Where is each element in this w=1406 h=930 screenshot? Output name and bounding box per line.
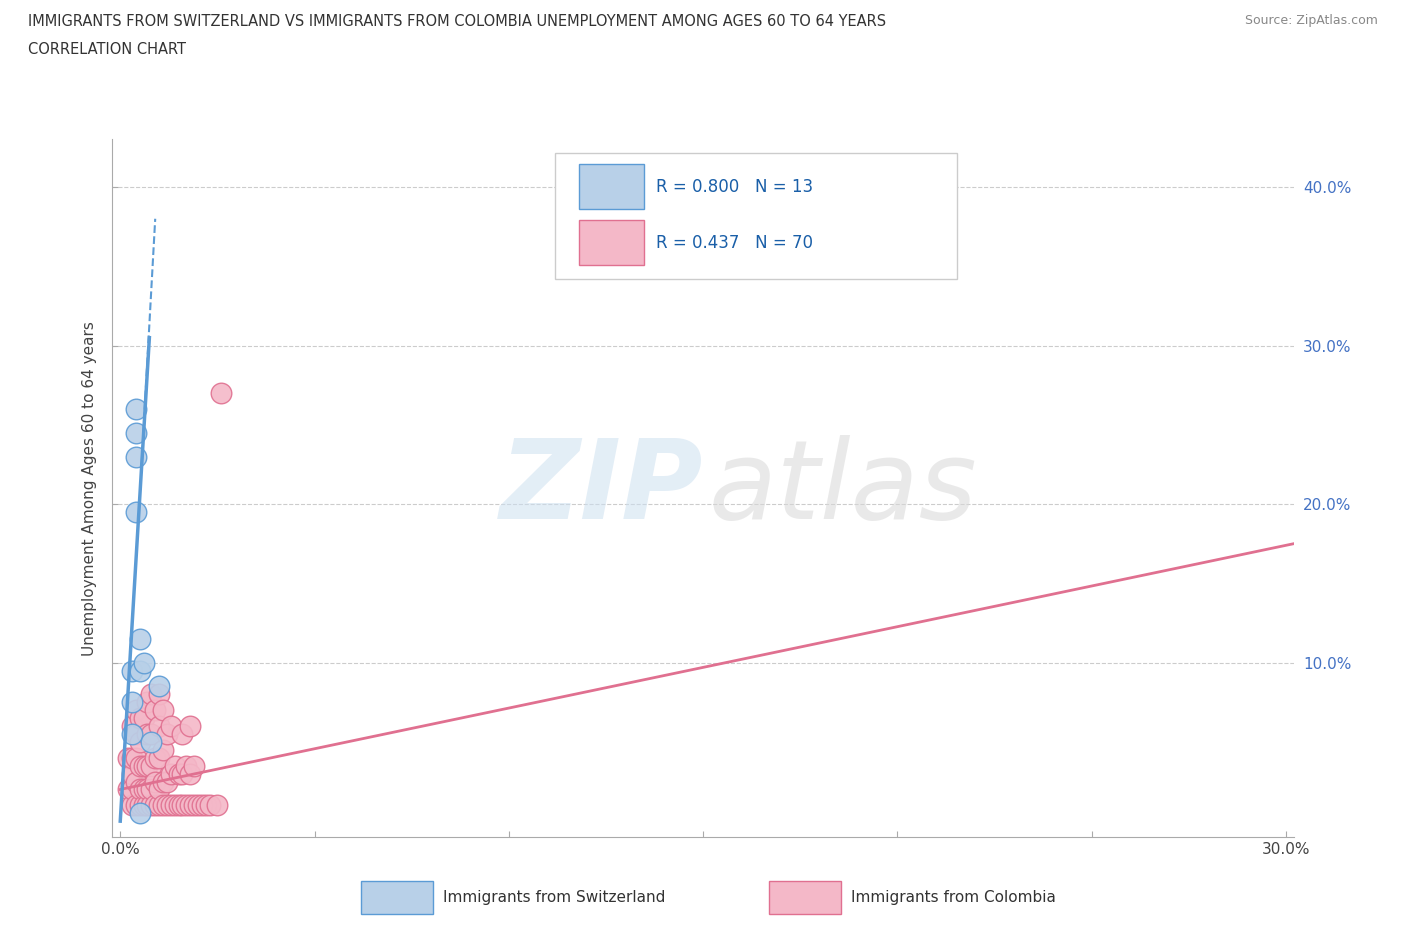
Text: R = 0.437   N = 70: R = 0.437 N = 70 bbox=[655, 233, 813, 252]
Point bbox=[128, 711, 150, 725]
Point bbox=[117, 751, 139, 765]
Point bbox=[207, 798, 229, 813]
Point bbox=[121, 719, 143, 734]
Y-axis label: Unemployment Among Ages 60 to 64 years: Unemployment Among Ages 60 to 64 years bbox=[82, 321, 97, 656]
Point bbox=[179, 719, 201, 734]
FancyBboxPatch shape bbox=[579, 219, 644, 265]
Point bbox=[128, 805, 150, 820]
Point bbox=[128, 798, 150, 813]
Point bbox=[121, 663, 143, 678]
Point bbox=[152, 798, 174, 813]
Point bbox=[125, 505, 148, 520]
Point bbox=[143, 703, 166, 718]
Point bbox=[191, 798, 214, 813]
Point bbox=[143, 751, 166, 765]
Text: Immigrants from Colombia: Immigrants from Colombia bbox=[851, 890, 1056, 905]
Point bbox=[174, 758, 197, 773]
FancyBboxPatch shape bbox=[555, 153, 957, 279]
Point bbox=[148, 751, 170, 765]
Point bbox=[148, 679, 170, 694]
Text: atlas: atlas bbox=[709, 434, 977, 542]
Text: Immigrants from Switzerland: Immigrants from Switzerland bbox=[443, 890, 665, 905]
Point bbox=[125, 751, 148, 765]
Point bbox=[152, 742, 174, 757]
Point bbox=[167, 798, 190, 813]
Point bbox=[187, 798, 209, 813]
Point bbox=[209, 386, 232, 401]
Point bbox=[159, 798, 181, 813]
Text: ZIP: ZIP bbox=[499, 434, 703, 542]
Point bbox=[128, 758, 150, 773]
Point bbox=[128, 782, 150, 797]
Point bbox=[156, 774, 179, 789]
Point bbox=[179, 798, 201, 813]
Text: IMMIGRANTS FROM SWITZERLAND VS IMMIGRANTS FROM COLOMBIA UNEMPLOYMENT AMONG AGES : IMMIGRANTS FROM SWITZERLAND VS IMMIGRANT… bbox=[28, 14, 886, 29]
Point bbox=[141, 758, 163, 773]
Point bbox=[136, 782, 159, 797]
Point bbox=[121, 798, 143, 813]
Point bbox=[125, 726, 148, 741]
Text: CORRELATION CHART: CORRELATION CHART bbox=[28, 42, 186, 57]
Point bbox=[128, 735, 150, 750]
Point bbox=[163, 798, 186, 813]
Point bbox=[125, 703, 148, 718]
Point bbox=[132, 711, 155, 725]
Point bbox=[128, 631, 150, 646]
Point bbox=[121, 695, 143, 710]
Point bbox=[141, 735, 163, 750]
Point bbox=[125, 774, 148, 789]
Point bbox=[121, 726, 143, 741]
Point bbox=[125, 402, 148, 417]
Point bbox=[148, 782, 170, 797]
Point bbox=[125, 449, 148, 464]
Point bbox=[125, 798, 148, 813]
Point bbox=[183, 798, 205, 813]
Point bbox=[163, 758, 186, 773]
Point bbox=[141, 726, 163, 741]
Point bbox=[148, 719, 170, 734]
Point bbox=[136, 726, 159, 741]
Point bbox=[172, 726, 194, 741]
Point bbox=[179, 766, 201, 781]
Point bbox=[159, 719, 181, 734]
Point bbox=[121, 751, 143, 765]
Point bbox=[136, 758, 159, 773]
Point bbox=[159, 766, 181, 781]
Point bbox=[136, 798, 159, 813]
Point bbox=[148, 798, 170, 813]
Point bbox=[141, 782, 163, 797]
Point bbox=[156, 798, 179, 813]
Point bbox=[141, 798, 163, 813]
FancyBboxPatch shape bbox=[579, 164, 644, 209]
Point bbox=[132, 782, 155, 797]
Text: Source: ZipAtlas.com: Source: ZipAtlas.com bbox=[1244, 14, 1378, 27]
Point bbox=[143, 798, 166, 813]
Point bbox=[167, 766, 190, 781]
Point bbox=[172, 798, 194, 813]
Point bbox=[152, 703, 174, 718]
Point bbox=[141, 687, 163, 702]
Point bbox=[143, 774, 166, 789]
Point bbox=[132, 758, 155, 773]
Point bbox=[117, 782, 139, 797]
Point bbox=[125, 425, 148, 440]
Point bbox=[136, 695, 159, 710]
Point bbox=[172, 766, 194, 781]
Point bbox=[194, 798, 217, 813]
Point bbox=[156, 726, 179, 741]
Point bbox=[152, 774, 174, 789]
Point bbox=[121, 782, 143, 797]
Point bbox=[132, 798, 155, 813]
Point bbox=[174, 798, 197, 813]
Text: R = 0.800   N = 13: R = 0.800 N = 13 bbox=[655, 178, 813, 196]
Point bbox=[198, 798, 221, 813]
Point bbox=[183, 758, 205, 773]
Point bbox=[148, 687, 170, 702]
Point bbox=[132, 655, 155, 670]
Point bbox=[128, 663, 150, 678]
Point bbox=[121, 766, 143, 781]
